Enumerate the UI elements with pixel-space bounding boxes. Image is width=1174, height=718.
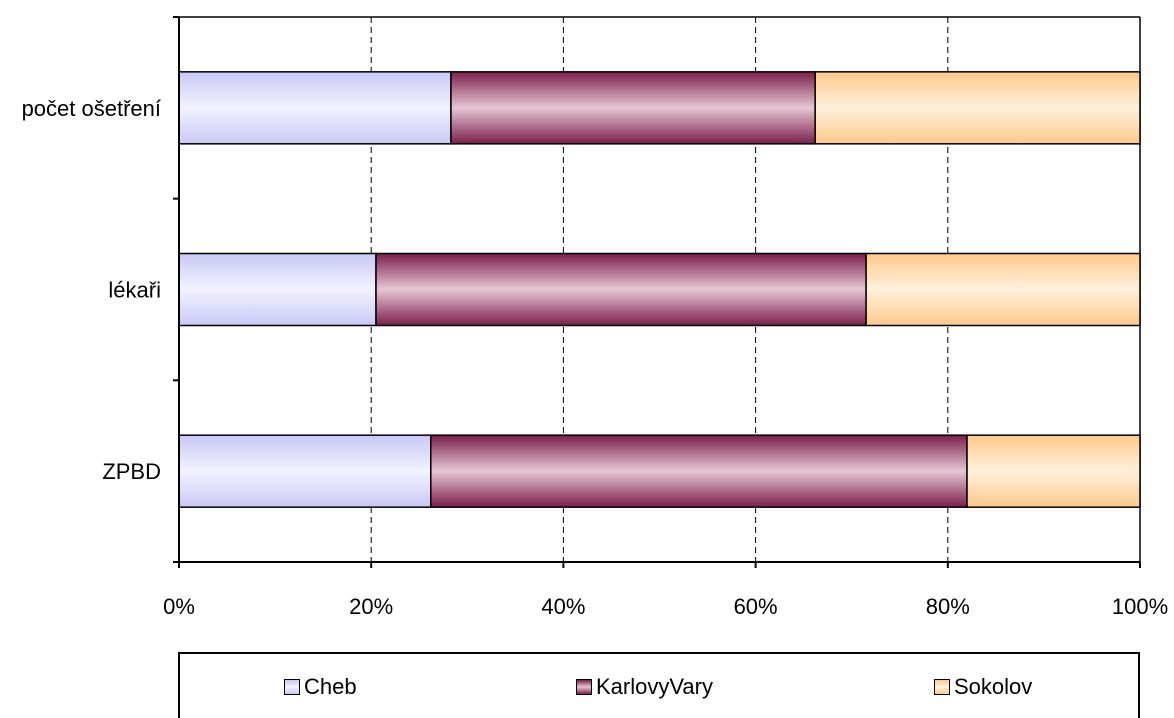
- axes: [173, 16, 1141, 568]
- legend-item-cheb: Cheb: [284, 674, 357, 700]
- legend-label-karlovyvary: KarlovyVary: [596, 674, 713, 699]
- legend-swatch-cheb: [284, 679, 300, 695]
- x-tick-label: 60%: [734, 594, 778, 619]
- legend-item-sokolov: Sokolov: [934, 674, 1032, 700]
- legend-label-cheb: Cheb: [304, 674, 357, 699]
- legend-item-karlovyvary: KarlovyVary: [576, 674, 713, 700]
- bar-sokolov-0: [814, 71, 1141, 145]
- bars-group: [178, 71, 1141, 508]
- x-tick-labels: 0% 20% 40% 60% 80% 100%: [163, 594, 1168, 619]
- legend-label-sokolov: Sokolov: [954, 674, 1033, 699]
- bar-karlovyvary-2: [430, 434, 968, 508]
- bar-cheb-1: [178, 252, 377, 327]
- category-label: lékaři: [108, 278, 161, 303]
- category-labels: počet ošetření lékaři ZPBD: [22, 96, 161, 484]
- x-tick-label: 80%: [926, 594, 970, 619]
- bar-cheb-0: [178, 71, 452, 145]
- bar-karlovyvary-1: [375, 252, 867, 327]
- x-tick-label: 40%: [541, 594, 585, 619]
- stacked-bar-chart: 0% 20% 40% 60% 80% 100% počet ošetření lékaři Z…: [22, 16, 1168, 619]
- bar-cheb-2: [178, 434, 432, 508]
- category-label: ZPBD: [102, 459, 161, 484]
- x-tick-label: 0%: [163, 594, 195, 619]
- bar-karlovyvary-0: [450, 71, 816, 145]
- category-label: počet ošetření: [22, 96, 161, 121]
- x-tick-label: 100%: [1112, 594, 1168, 619]
- legend: Cheb KarlovyVary Sokolov: [178, 652, 1140, 718]
- legend-swatch-karlovyvary: [576, 679, 592, 695]
- x-tick-label: 20%: [349, 594, 393, 619]
- bar-sokolov-2: [966, 434, 1141, 508]
- bar-sokolov-1: [865, 252, 1141, 327]
- legend-swatch-sokolov: [934, 679, 950, 695]
